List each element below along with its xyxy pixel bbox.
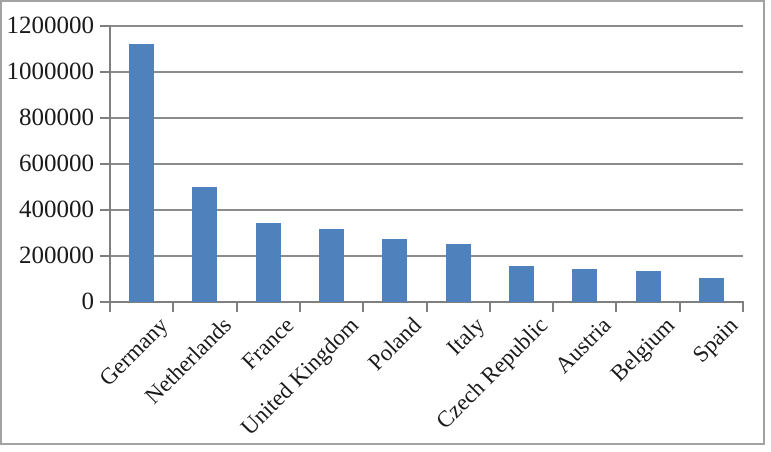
bar-france xyxy=(256,223,281,302)
y-axis-tick-label: 800000 xyxy=(19,104,94,131)
x-axis-tick xyxy=(615,303,617,312)
gridline xyxy=(110,255,743,257)
x-axis-tick xyxy=(236,303,238,312)
gridline xyxy=(110,25,743,27)
x-axis-tick xyxy=(299,303,301,312)
x-axis-tick xyxy=(489,303,491,312)
bar-austria xyxy=(572,269,597,302)
y-axis-tick-label: 1200000 xyxy=(6,12,95,39)
x-axis-tick xyxy=(679,303,681,312)
y-axis-tick xyxy=(100,117,110,119)
x-axis-tick xyxy=(552,303,554,312)
bar-united-kingdom xyxy=(319,229,344,302)
gridline xyxy=(110,209,743,211)
y-axis-tick-label: 600000 xyxy=(19,150,94,177)
x-axis-tick xyxy=(172,303,174,312)
bar-germany xyxy=(129,44,154,302)
bar-czech-republic xyxy=(509,266,534,302)
y-axis-tick xyxy=(100,255,110,257)
chart-frame xyxy=(0,0,765,445)
x-axis-tick xyxy=(109,303,111,312)
y-axis-tick-label: 200000 xyxy=(19,242,94,269)
bar-italy xyxy=(446,244,471,302)
x-axis-tick xyxy=(742,303,744,312)
y-axis-tick-label: 400000 xyxy=(19,196,94,223)
x-axis-tick xyxy=(362,303,364,312)
bar-poland xyxy=(382,239,407,302)
y-axis-tick xyxy=(100,71,110,73)
y-axis-tick xyxy=(100,163,110,165)
x-axis-tick xyxy=(426,303,428,312)
gridline xyxy=(110,163,743,165)
gridline xyxy=(110,71,743,73)
y-axis-tick-label: 1000000 xyxy=(6,58,95,85)
bar-netherlands xyxy=(192,187,217,302)
y-axis-tick-label: 0 xyxy=(81,288,95,315)
bar-belgium xyxy=(636,271,661,302)
gridline xyxy=(110,117,743,119)
y-axis-tick xyxy=(100,209,110,211)
bar-spain xyxy=(699,278,724,302)
y-axis-tick xyxy=(100,301,110,303)
x-axis-line xyxy=(109,301,744,303)
y-axis-line xyxy=(109,25,111,312)
y-axis-tick xyxy=(100,25,110,27)
